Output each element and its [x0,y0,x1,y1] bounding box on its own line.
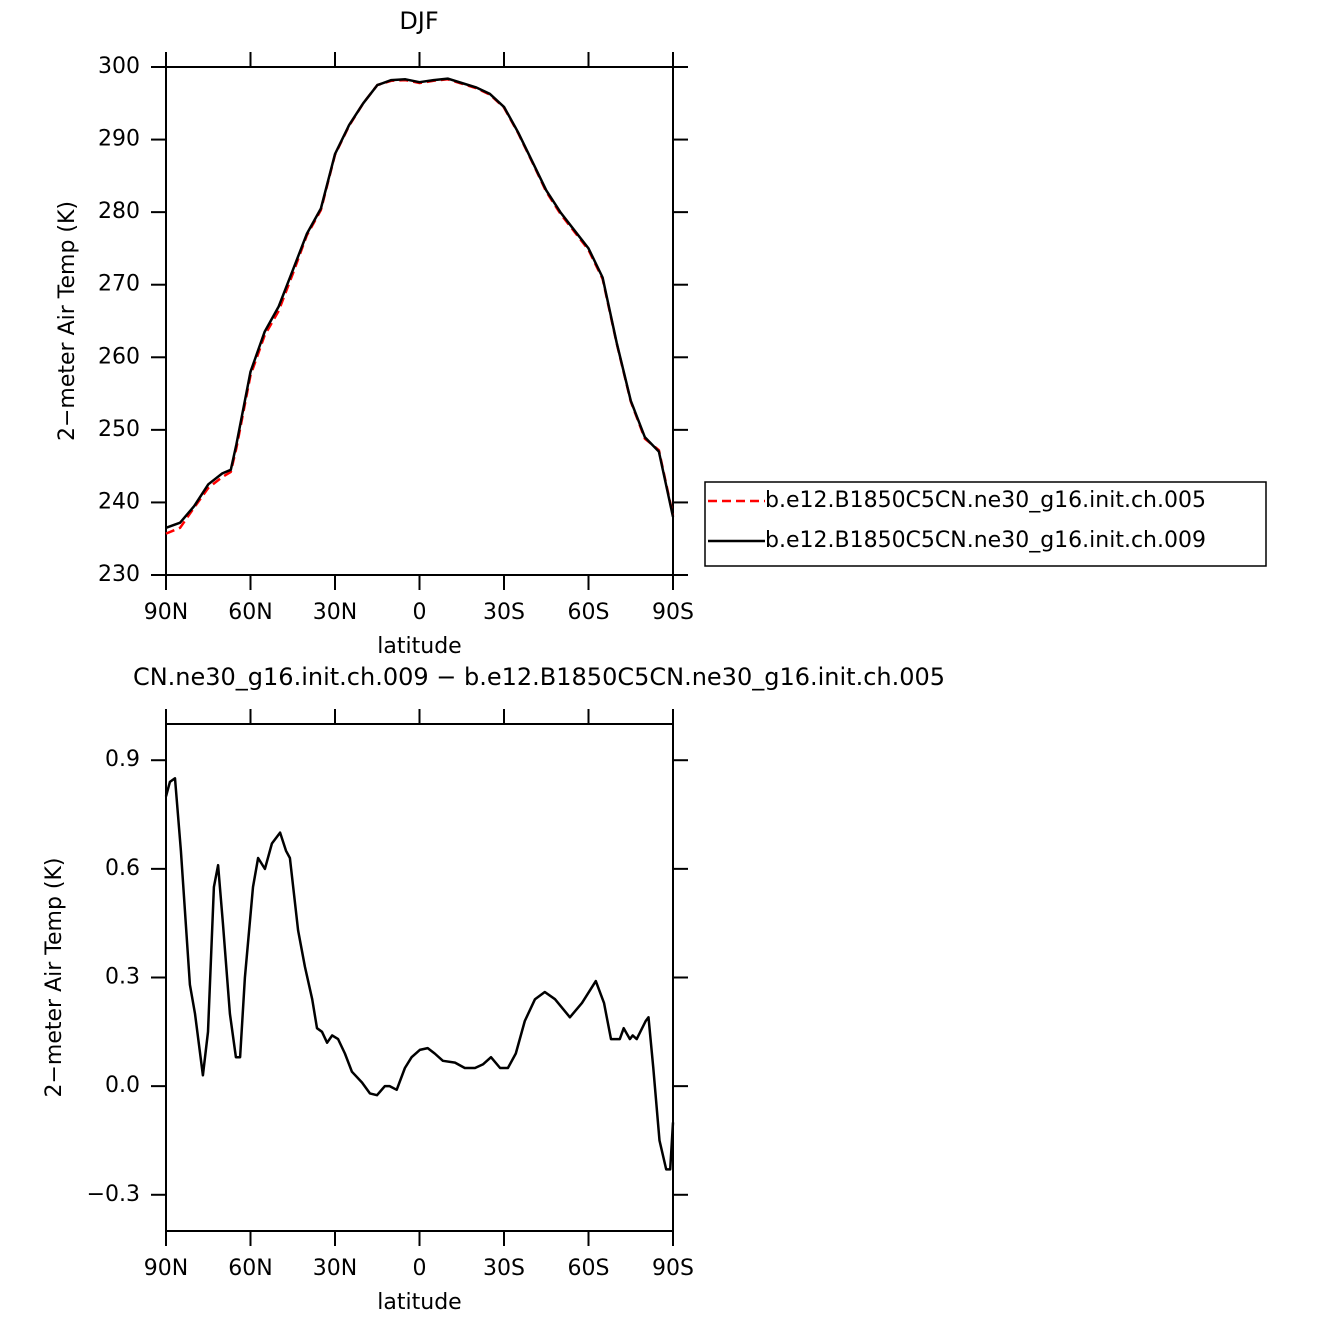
y-tick-label: 280 [98,199,140,224]
chart-title: DJF [399,7,438,35]
x-axis-label: latitude [377,1290,461,1315]
chart-title: CN.ne30_g16.init.ch.009 − b.e12.B1850C5C… [133,663,945,691]
data-line [164,777,675,1171]
y-tick-label: 0.9 [105,747,140,772]
x-tick-label: 30N [313,1256,357,1281]
y-tick-label: 0.0 [105,1073,140,1098]
y-tick-label: 260 [98,344,140,369]
x-tick-label: 30S [483,600,525,625]
y-tick-label: 290 [98,127,140,152]
x-tick-label: 30S [483,1256,525,1281]
x-tick-label: 60S [568,600,610,625]
x-tick-label: 0 [413,600,427,625]
y-tick-label: 240 [98,489,140,514]
plot-frame [165,66,674,576]
plot-frame [165,723,674,1232]
y-axis-label: 2−meter Air Temp (K) [42,857,67,1097]
legend-box [704,481,1267,567]
y-tick-label: 300 [98,54,140,79]
legend-label: b.e12.B1850C5CN.ne30_g16.init.ch.005 [765,488,1206,513]
legend-label: b.e12.B1850C5CN.ne30_g16.init.ch.009 [765,528,1206,553]
x-axis-label: latitude [377,634,461,659]
x-tick-label: 90N [144,600,188,625]
x-tick-label: 60N [228,1256,272,1281]
x-tick-label: 90S [652,600,694,625]
data-line [165,77,675,529]
y-tick-label: 270 [98,272,140,297]
x-tick-label: 90S [652,1256,694,1281]
y-tick-label: 250 [98,417,140,442]
y-tick-label: 0.6 [105,856,140,881]
x-tick-label: 60S [568,1256,610,1281]
x-tick-label: 0 [413,1256,427,1281]
y-axis-label: 2−meter Air Temp (K) [55,201,80,441]
x-tick-label: 90N [144,1256,188,1281]
data-line [165,78,675,535]
x-tick-label: 30N [313,600,357,625]
x-tick-label: 60N [228,600,272,625]
y-tick-label: 0.3 [105,965,140,990]
y-tick-label: −0.3 [87,1182,140,1207]
y-tick-label: 230 [98,562,140,587]
